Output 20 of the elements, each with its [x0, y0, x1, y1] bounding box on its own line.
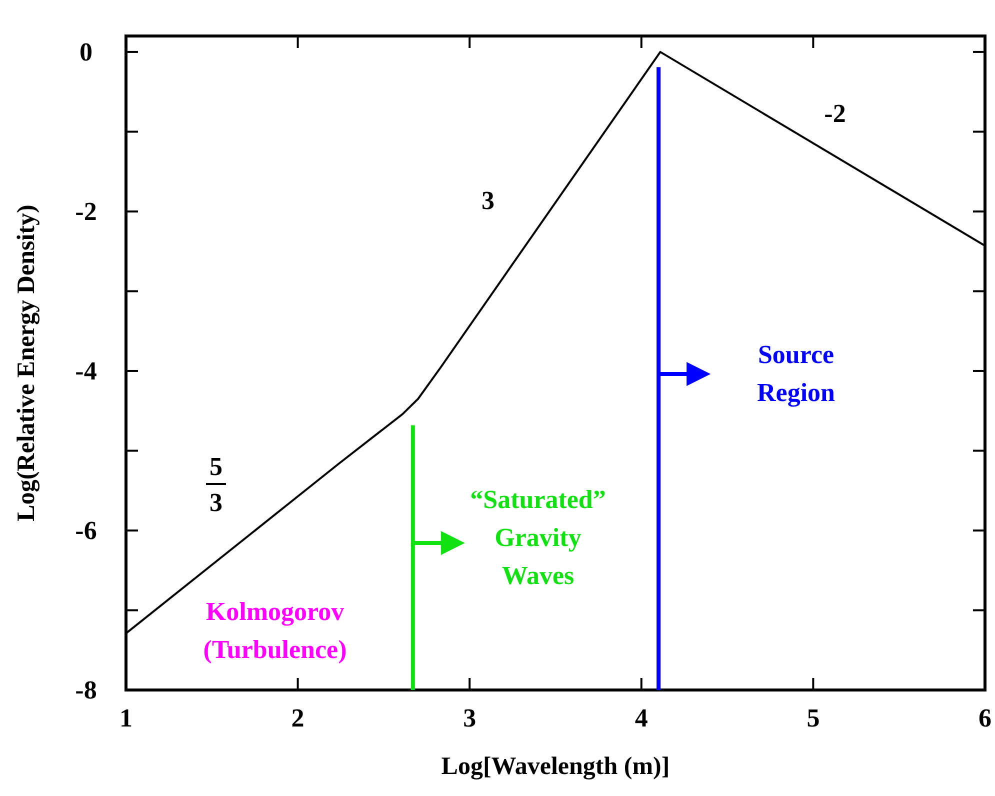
y-tick-label: -2: [75, 196, 97, 226]
annotation: “Saturated” Gravity Waves: [470, 485, 606, 590]
x-tick-label: 4: [634, 703, 648, 732]
y-tick-label: -4: [75, 356, 97, 386]
annotation: 3: [210, 488, 222, 517]
x-tick-label: 2: [291, 703, 304, 732]
y-axis-title: Log(Relative Energy Density): [13, 204, 40, 522]
annotation: Source Region: [757, 340, 836, 407]
y-tick-label: -8: [75, 675, 97, 704]
y-tick-label: -6: [75, 516, 97, 545]
annotation: 5: [210, 452, 222, 481]
x-tick-label: 6: [978, 703, 992, 732]
annotation: -2: [824, 99, 846, 128]
x-tick-label: 5: [806, 703, 820, 732]
x-axis-title: Log[Wavelength (m)]: [441, 753, 670, 780]
annotation: Kolmogorov (Turbulence): [203, 597, 347, 664]
x-tick-label: 1: [120, 703, 132, 732]
annotation: 3: [482, 186, 494, 215]
x-tick-label: 3: [463, 703, 476, 732]
y-tick-label: 0: [80, 37, 92, 66]
